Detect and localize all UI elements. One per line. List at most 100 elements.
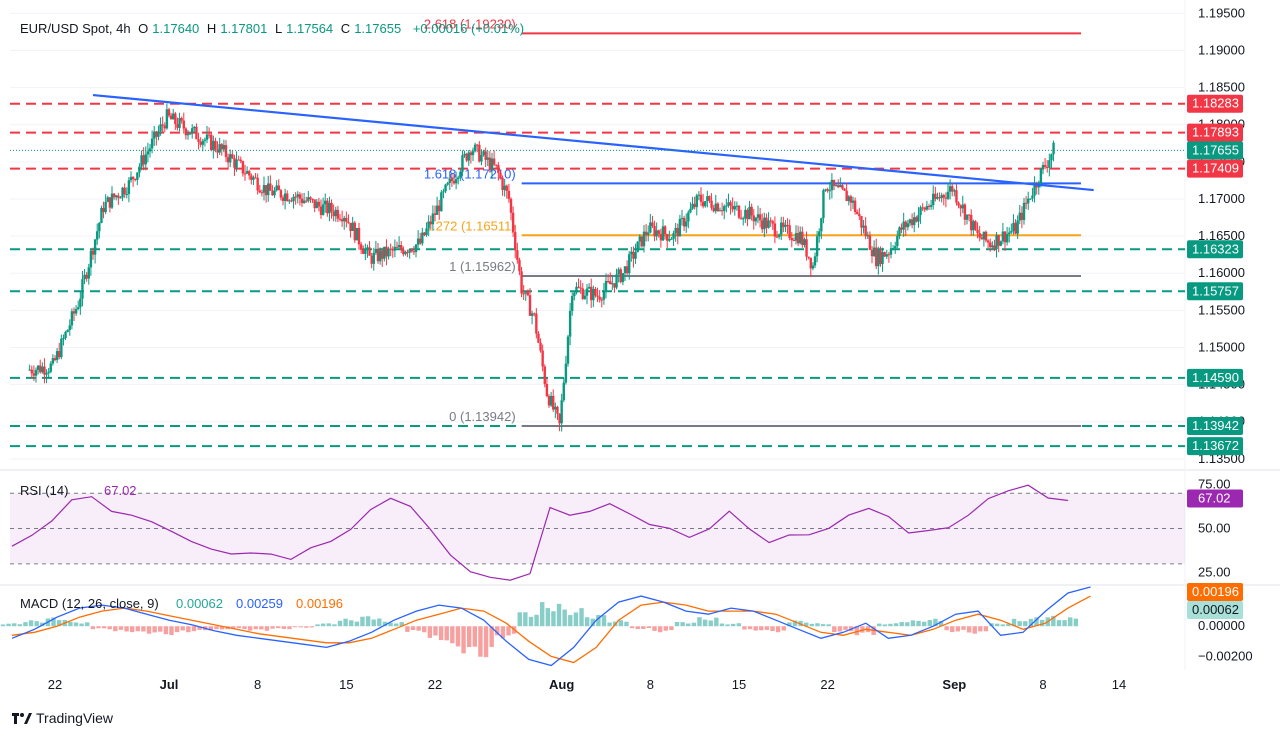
macd-histogram-bar (191, 626, 197, 632)
tradingview-logo-icon (12, 713, 32, 724)
macd-histogram-bar (129, 626, 135, 633)
macd-histogram-bar (938, 621, 944, 627)
macd-histogram-bar (247, 626, 253, 631)
macd-histogram-bar (983, 626, 989, 632)
candle-body (756, 214, 760, 218)
candle-body (902, 221, 905, 230)
candle-body (395, 246, 399, 248)
price-tick-label: 1.19000 (1198, 42, 1245, 57)
macd-histogram-bar (747, 626, 753, 630)
macd-hist-value: 0.00062 (1192, 602, 1239, 617)
candle-body (292, 196, 295, 202)
candle-body (841, 185, 844, 189)
candle-body (387, 248, 390, 257)
macd-histogram-bar (214, 626, 219, 630)
macd-histogram-bar (921, 621, 927, 627)
candle-body (910, 219, 914, 226)
macd-histogram-bar (730, 623, 736, 627)
candle-body (668, 239, 671, 241)
macd-legend-value: 0.00259 (236, 596, 283, 611)
candle-body (134, 179, 137, 181)
candle-body (940, 195, 943, 199)
candle-body (708, 196, 711, 201)
candle-body (1050, 154, 1053, 161)
macd-histogram-bar (500, 626, 506, 639)
candle-body (391, 248, 394, 251)
candle-body (796, 233, 800, 244)
candle-body (36, 365, 40, 370)
candle-body (788, 225, 791, 239)
macd-histogram-bar (663, 626, 668, 631)
tradingview-brand[interactable]: TradingView (12, 710, 113, 726)
candle-body (771, 221, 774, 224)
macd-histogram-bar (1000, 624, 1006, 627)
candle-body (579, 287, 582, 289)
candle-body (638, 236, 641, 242)
candle-body (334, 209, 337, 217)
candle-body (53, 358, 57, 361)
macd-histogram-bar (742, 626, 747, 630)
candle-body (862, 225, 865, 228)
x-tick-label: 22 (48, 677, 62, 692)
candle-body (267, 183, 270, 196)
candle-body (197, 139, 200, 142)
candle-body (127, 180, 131, 195)
macd-tick-label: 0.00000 (1198, 618, 1245, 633)
macd-histogram-bar (28, 620, 34, 627)
candle-body (955, 190, 958, 203)
candle-body (229, 154, 232, 163)
candle-body (326, 200, 329, 214)
candle-body (193, 126, 196, 129)
candle-body (324, 200, 327, 205)
candle-body (777, 234, 781, 237)
candle-body (222, 145, 226, 150)
candle-body (858, 214, 861, 217)
candle-body (368, 247, 371, 256)
candle-body (623, 266, 627, 274)
candle-body (290, 200, 293, 202)
candle-body (651, 222, 654, 226)
macd-histogram-bar (96, 626, 101, 629)
candle-body (518, 259, 521, 272)
candle-body (142, 155, 145, 165)
macd-histogram-bar (320, 623, 326, 627)
candle-body (30, 369, 33, 374)
macd-histogram-bar (73, 622, 79, 627)
candle-body (552, 395, 555, 410)
candle-body (201, 140, 204, 145)
fib-level-label: 1.272 (1.16511) (425, 218, 516, 233)
candle-body (533, 313, 536, 315)
candle-body (273, 190, 276, 196)
candle-body (237, 159, 240, 161)
candle-body (946, 191, 950, 199)
macd-histogram-bar (17, 624, 23, 627)
candle-body (568, 310, 572, 337)
candle-body (585, 288, 589, 296)
candle-body (220, 144, 223, 150)
macd-histogram-bar (506, 626, 511, 636)
candle-body (701, 201, 705, 207)
candle-body (619, 269, 622, 283)
candle-body (117, 195, 120, 198)
candle-body (235, 159, 238, 168)
macd-histogram-bar (972, 626, 977, 634)
candle-body (541, 350, 544, 367)
macd-histogram-bar (978, 626, 983, 632)
candle-body (319, 206, 323, 215)
macd-histogram-bar (646, 626, 652, 629)
candle-body (85, 274, 88, 279)
candle-body (917, 215, 920, 222)
candle-body (372, 252, 375, 264)
symbol-label: EUR/USD Spot, 4h (20, 21, 131, 36)
macd-histogram-bar (837, 626, 843, 632)
candle-body (277, 185, 280, 191)
macd-histogram-bar (343, 618, 348, 627)
x-tick-label: Sep (942, 677, 966, 692)
candle-body (465, 153, 468, 161)
candle-body (554, 406, 557, 410)
macd-histogram-bar (820, 624, 826, 627)
candle-body (906, 223, 910, 228)
macd-histogram-bar (337, 620, 343, 627)
candle-body (853, 200, 857, 213)
macd-histogram-bar (208, 626, 214, 631)
